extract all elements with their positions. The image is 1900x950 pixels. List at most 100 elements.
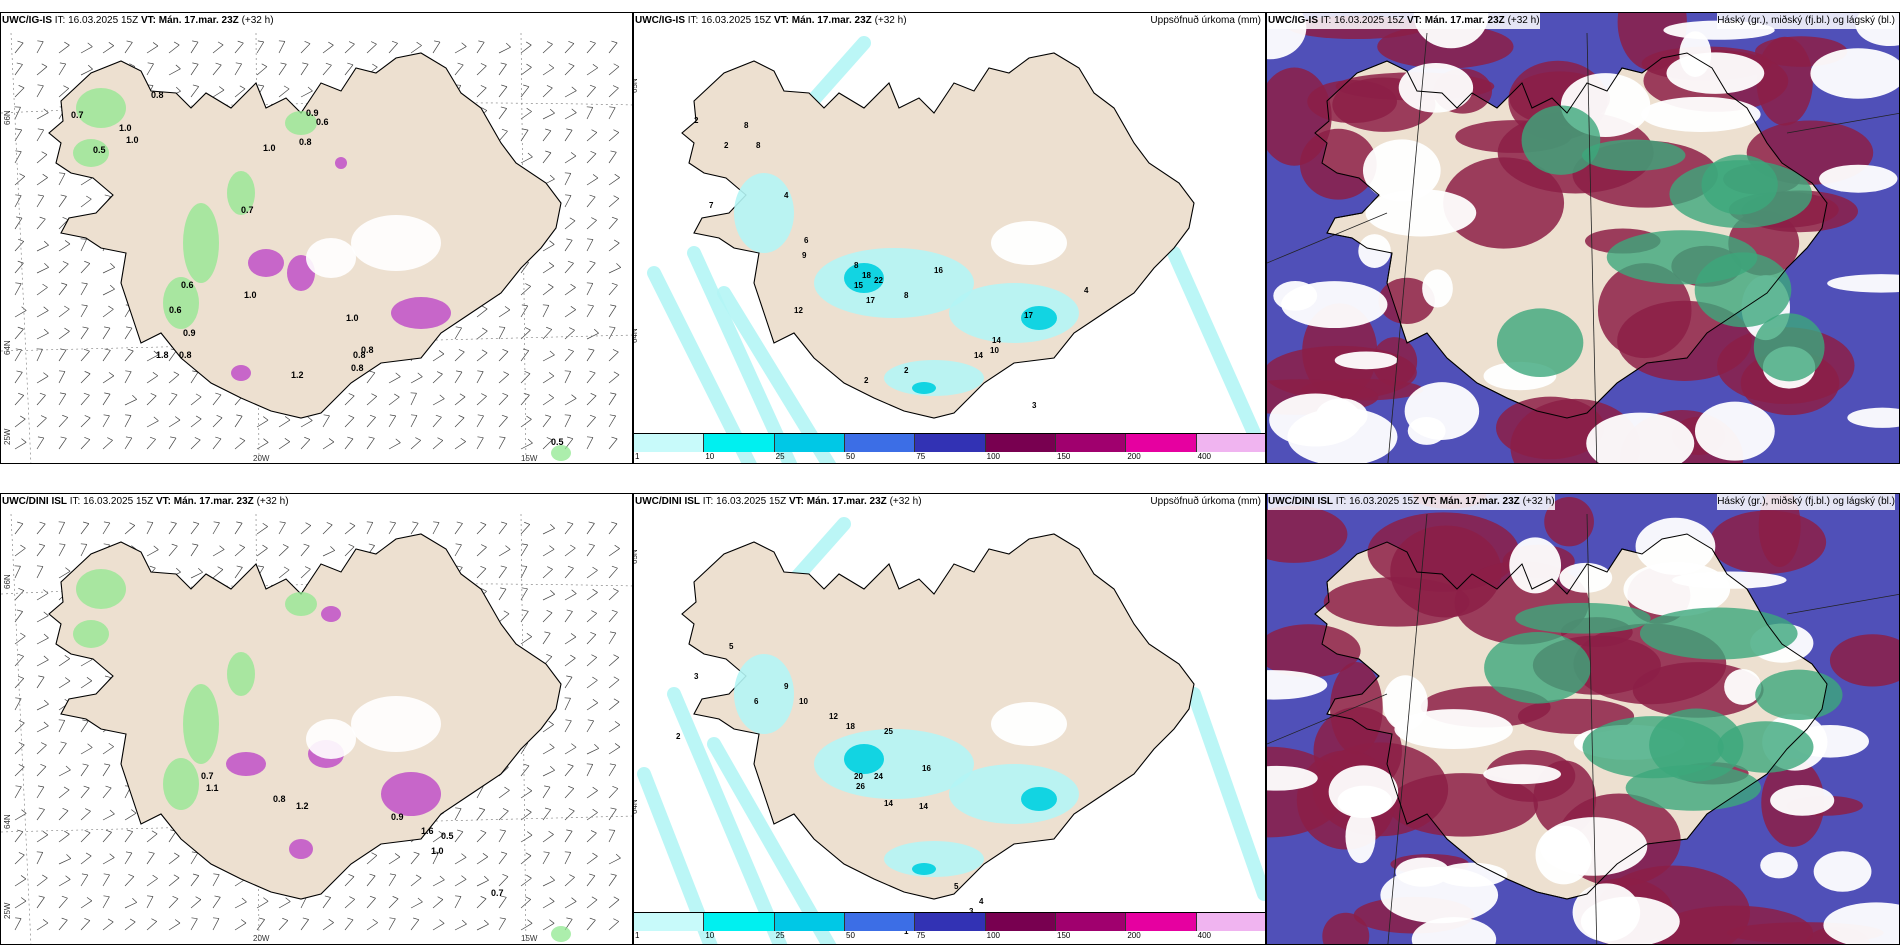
wind-barb-feather (410, 414, 418, 416)
wind-barb (608, 724, 621, 733)
colorbar-tick: 25 (775, 452, 785, 461)
wind-barb-feather (105, 785, 112, 789)
wind-barb (190, 899, 202, 909)
wind-barb-feather (589, 260, 596, 264)
wind-barb-feather (150, 393, 157, 397)
wind-barb (564, 220, 576, 230)
wind-barb-feather (64, 240, 71, 245)
wind-barb-feather (521, 304, 528, 307)
value-label: 0.6 (181, 280, 194, 290)
wind-barb (36, 177, 48, 186)
wind-barb (520, 544, 529, 557)
wind-barb-feather (172, 896, 179, 899)
wind-barb (124, 902, 137, 909)
wind-barb (542, 852, 550, 865)
wind-barb (564, 765, 574, 777)
cloud-free-patch (1394, 709, 1513, 750)
wind-barb (58, 196, 67, 208)
wind-barb (190, 63, 199, 76)
wind-barb (58, 897, 68, 909)
coastline (1314, 533, 1828, 900)
wind-barb (454, 831, 464, 843)
wind-barb-feather (482, 853, 489, 858)
wind-barb (476, 87, 487, 98)
wind-barb (168, 855, 180, 865)
wind-barb-feather (85, 852, 92, 857)
wind-barb-feather (83, 348, 90, 352)
wind-barb-feather (498, 326, 506, 328)
wind-barb (586, 417, 596, 428)
wind-barb (80, 328, 89, 340)
wind-barb (586, 613, 597, 623)
colorbar-cell (1196, 913, 1265, 931)
cloud-low-patch (1753, 313, 1825, 382)
wind-barb (432, 373, 443, 384)
wind-barb-feather (525, 896, 531, 900)
wind-barb (234, 63, 242, 76)
wind-barb (102, 288, 115, 296)
wind-barb (300, 568, 311, 579)
value-label: 1.0 (431, 846, 444, 856)
grid-line (1387, 513, 1428, 944)
wind-barb-feather (153, 416, 159, 422)
value-label: 0.9 (391, 812, 404, 822)
wind-barb-feather (571, 394, 577, 399)
wind-barb (300, 439, 311, 450)
wind-barb-feather (501, 414, 508, 418)
wind-barb (146, 853, 155, 865)
value-label: 6 (754, 697, 759, 706)
wind-barb (432, 353, 445, 362)
wind-barb-feather (324, 895, 331, 898)
wind-barb-feather (480, 896, 487, 900)
wind-barb (256, 41, 265, 54)
wind-barb (80, 810, 91, 821)
precip-purple (391, 297, 451, 329)
wind-barb (124, 876, 135, 887)
wind-barb-feather (588, 348, 595, 351)
wind-barb-feather (40, 415, 47, 419)
wind-barb-feather (616, 263, 621, 268)
wind-barb-feather (589, 414, 596, 418)
wind-barb (564, 329, 575, 340)
wind-barb-feather (521, 587, 528, 590)
wind-barb-feather (520, 565, 527, 567)
wind-barb-feather (127, 348, 134, 352)
wind-barb (586, 832, 597, 843)
wind-barb (542, 130, 552, 142)
wind-barb (14, 635, 26, 645)
wind-barb-feather (107, 437, 113, 441)
wind-barb (498, 523, 508, 535)
precip-moderate (1021, 787, 1057, 811)
wind-barb-feather (66, 854, 72, 859)
wind-barb (454, 923, 467, 931)
precip-green (183, 684, 219, 764)
wind-barb-feather (613, 896, 620, 901)
cloud-high-patch (1267, 67, 1332, 166)
wind-barb-feather (611, 436, 618, 440)
wind-barb-feather (19, 415, 26, 420)
wind-barb-feather (42, 919, 49, 924)
wind-barb-feather (62, 808, 69, 812)
wind-barb-feather (192, 62, 199, 65)
wind-barb (36, 66, 48, 76)
wind-barb (36, 375, 49, 384)
wind-barb-feather (43, 699, 49, 705)
panel-header: UWC/DINI ISL IT: 16.03.2025 15Z VT: Mán.… (2, 496, 289, 507)
value-label: 14 (919, 802, 928, 811)
wind-barb-feather (126, 829, 133, 832)
wind-barb-feather (215, 392, 222, 396)
value-label: 20 (854, 772, 863, 781)
wind-barb-feather (84, 917, 91, 921)
grid-line (1387, 32, 1428, 463)
wind-barb-feather (589, 84, 596, 88)
wind-barb-feather (611, 216, 618, 220)
wind-barb-feather (613, 371, 620, 376)
grid-line (1267, 693, 1388, 745)
wind-barb-feather (170, 521, 177, 524)
colorbar-tick: 1 (635, 452, 640, 461)
wind-barb (608, 415, 617, 428)
wind-barb (80, 46, 93, 54)
wind-barb (608, 42, 618, 54)
wind-barb-feather (43, 328, 49, 334)
wind-barb-feather (108, 372, 115, 377)
